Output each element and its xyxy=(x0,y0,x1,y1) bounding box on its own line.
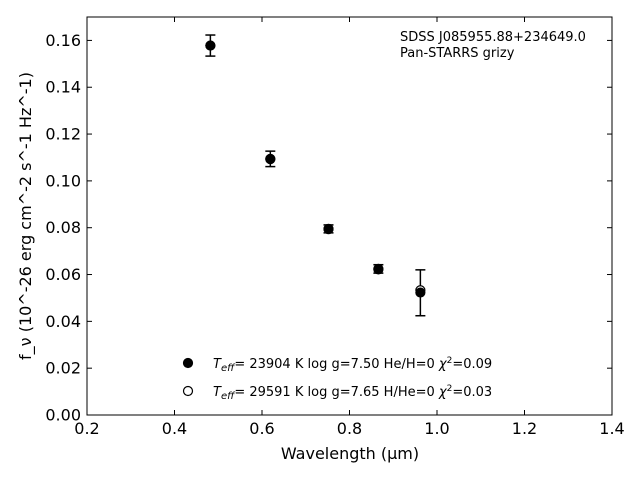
data-markers xyxy=(205,40,426,298)
y-tick-label: 0.02 xyxy=(45,359,81,378)
y-axis-ticks: 0.00 0.02 0.04 0.06 0.08 0.10 0.12 0.14 0.16 xyxy=(45,31,612,425)
legend-entry-label: Teff= 23904 K log g=7.50 He/H=0 χ2=0.09 xyxy=(213,356,492,374)
x-tick-label: 0.8 xyxy=(337,419,362,438)
x-tick-label: 1.4 xyxy=(599,419,624,438)
model-point-filled xyxy=(205,40,216,51)
x-axis-label: Wavelength (μm) xyxy=(281,444,419,463)
y-axis-label: f_ν (10^-26 erg cm^-2 s^-1 Hz^-1) xyxy=(16,72,36,360)
y-tick-label: 0.10 xyxy=(45,171,81,190)
object-name-annotation: SDSS J085955.88+234649.0 xyxy=(400,30,586,45)
y-tick-label: 0.16 xyxy=(45,31,81,50)
model-point-filled xyxy=(265,153,276,164)
x-tick-label: 0.4 xyxy=(162,419,187,438)
x-tick-label: 0.2 xyxy=(74,419,99,438)
model-point-filled xyxy=(323,223,334,234)
y-tick-label: 0.08 xyxy=(45,218,81,237)
survey-annotation: Pan-STARRS grizy xyxy=(400,46,515,61)
x-tick-label: 1.0 xyxy=(424,419,449,438)
model-point-filled xyxy=(415,287,426,298)
legend: Teff= 23904 K log g=7.50 He/H=0 χ2=0.09 T… xyxy=(182,356,492,402)
x-tick-label: 1.2 xyxy=(512,419,537,438)
legend-marker-open xyxy=(182,385,194,397)
x-tick-label: 0.6 xyxy=(249,419,274,438)
x-axis-ticks: 0.2 0.4 0.6 0.8 1.0 1.2 1.4 xyxy=(74,17,625,438)
plot-area-border xyxy=(86,16,613,416)
error-bars xyxy=(205,34,426,317)
y-tick-label: 0.12 xyxy=(45,125,81,144)
legend-marker-filled xyxy=(182,357,194,369)
y-tick-label: 0.00 xyxy=(45,406,81,425)
y-tick-label: 0.04 xyxy=(45,312,81,331)
legend-entry-label: Teff= 29591 K log g=7.65 H/He=0 χ2=0.03 xyxy=(213,384,492,402)
model-point-filled xyxy=(373,263,384,275)
y-tick-label: 0.14 xyxy=(45,78,81,97)
y-tick-label: 0.06 xyxy=(45,265,81,284)
axes-frame xyxy=(86,16,613,416)
